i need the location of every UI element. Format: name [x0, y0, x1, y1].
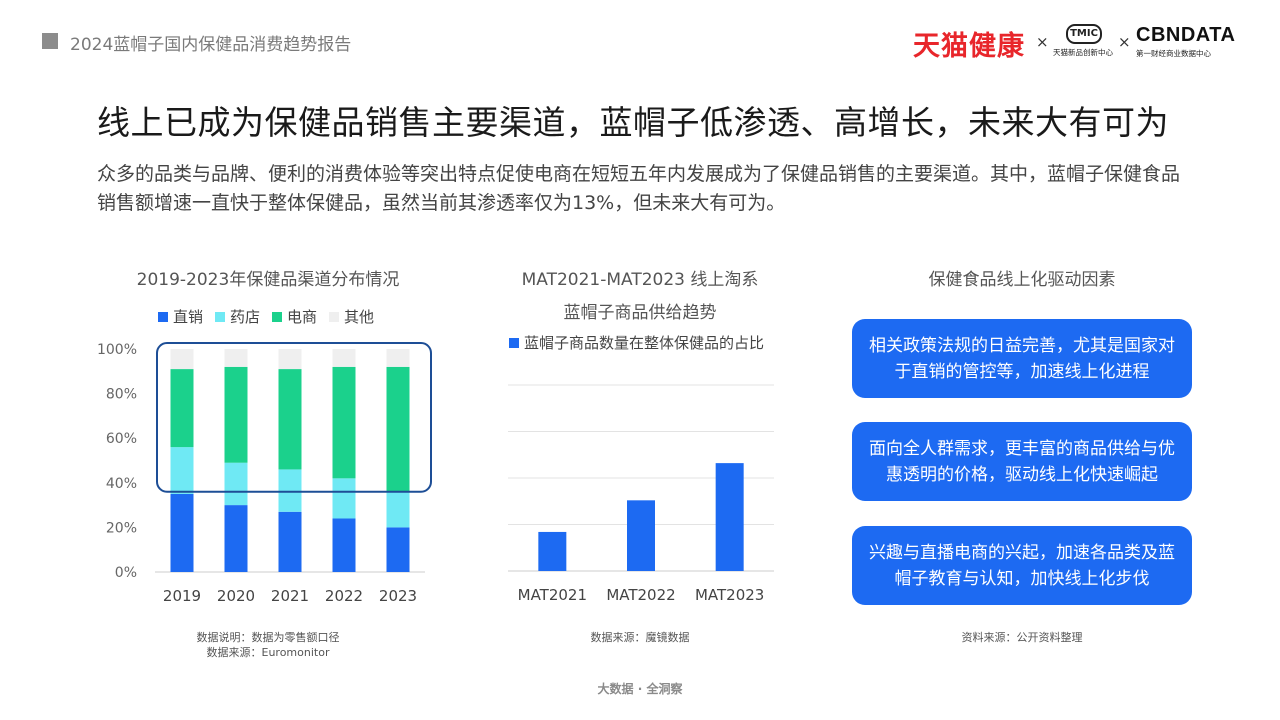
bar-segment — [386, 366, 410, 492]
legend-item: 电商 — [272, 306, 317, 327]
bar-segment — [170, 447, 194, 494]
driver-box-live-commerce: 兴趣与直播电商的兴起，加速各品类及蓝帽子教育与认知，加快线上化步伐 — [852, 526, 1192, 605]
bar-segment — [170, 493, 194, 572]
highlight-box — [156, 342, 432, 493]
x-tick-label: 2019 — [163, 587, 201, 605]
bar-segment — [278, 469, 302, 512]
cbndata-subtitle: 第一财经商业数据中心 — [1136, 49, 1211, 58]
bar-segment — [224, 462, 248, 506]
legend-swatch — [509, 337, 519, 348]
tmic-badge: TMIC — [1066, 24, 1102, 44]
chart2-legend: 蓝帽子商品数量在整体保健品的占比 — [509, 332, 776, 353]
chart1-note-line1: 数据说明：数据为零售额口径 — [196, 631, 340, 644]
chart1-title: 2019-2023年保健品渠道分布情况 — [136, 270, 400, 290]
bar-segment — [386, 349, 410, 367]
x-tick-label: 2020 — [217, 587, 255, 605]
drivers-note: 资料来源：公开资料整理 — [961, 631, 1083, 644]
cbndata-logo: CBNDATA 第一财经商业数据中心 — [1136, 24, 1236, 59]
drivers-title: 保健食品线上化驱动因素 — [928, 270, 1116, 290]
y-tick-label: 60% — [106, 431, 137, 447]
bar-segment — [278, 349, 302, 370]
y-tick-label: 100% — [97, 342, 137, 358]
page-description: 众多的品类与品牌、便利的消费体验等突出特点促使电商在短短五年内发展成为了保健品销… — [97, 163, 1181, 214]
driver-box-policy: 相关政策法规的日益完善，尤其是国家对于直销的管控等，加速线上化进程 — [852, 319, 1192, 398]
x-tick-label: 2023 — [379, 587, 417, 605]
bar-segment — [278, 369, 302, 470]
legend-label: 电商 — [287, 308, 318, 326]
page-title: 线上已成为保健品销售主要渠道，蓝帽子低渗透、高增长，未来大有可为 — [97, 103, 1169, 142]
chart1-note-line2: 数据来源：Euromonitor — [206, 646, 330, 659]
chart1-legend: 直销 药店 电商 其他 — [158, 306, 386, 327]
bar-segment — [278, 511, 302, 572]
y-tick-label: 20% — [106, 520, 137, 536]
legend-label: 药店 — [230, 308, 261, 326]
logo-separator: × — [1118, 33, 1131, 51]
legend-label: 蓝帽子商品数量在整体保健品的占比 — [524, 334, 765, 352]
chart2-note: 数据来源：魔镜数据 — [590, 631, 690, 644]
tmall-health-logo: 天猫健康 — [913, 31, 1025, 62]
bar-segment — [224, 505, 248, 572]
bar-segment — [332, 349, 356, 367]
x-tick-label: MAT2022 — [606, 586, 675, 604]
bar-segment — [332, 366, 356, 479]
legend-item: 蓝帽子商品数量在整体保健品的占比 — [509, 332, 764, 353]
logo-separator: × — [1036, 33, 1049, 51]
bar — [715, 463, 744, 571]
x-tick-label: MAT2021 — [518, 586, 587, 604]
tmic-logo: TMIC 天猫新品创新中心 — [1048, 24, 1118, 60]
report-title: 2024蓝帽子国内保健品消费趋势报告 — [70, 35, 352, 55]
bar — [627, 500, 655, 571]
channel-distribution-chart: 0% 20% 40% 60% 80% 100% 2019 2020 2021 2022 2023 — [97, 342, 432, 605]
bar-segment — [386, 527, 410, 572]
legend-label: 直销 — [173, 308, 204, 326]
legend-swatch — [272, 311, 283, 322]
bar-segment — [332, 518, 356, 572]
cbndata-wordmark: CBNDATA — [1136, 24, 1236, 46]
chart2-title-line2: 蓝帽子商品供给趋势 — [563, 303, 717, 323]
bar — [538, 531, 567, 571]
bar-segment — [224, 366, 248, 463]
driver-box-supply: 面向全人群需求，更丰富的商品供给与优惠透明的价格，驱动线上化快速崛起 — [852, 422, 1192, 501]
x-tick-label: 2022 — [325, 587, 363, 605]
legend-label: 其他 — [344, 308, 375, 326]
tmic-subtitle: 天猫新品创新中心 — [1053, 48, 1113, 57]
y-tick-label: 0% — [115, 565, 137, 581]
header-square-marker — [42, 33, 58, 49]
bar-segment — [224, 349, 248, 367]
y-tick-label: 80% — [106, 387, 137, 403]
bar-segment — [170, 369, 194, 448]
y-tick-label: 40% — [106, 476, 137, 492]
x-tick-label: 2021 — [271, 587, 309, 605]
supply-trend-chart: MAT2021 MAT2022 MAT2023 — [508, 384, 774, 604]
chart1-note: 数据说明：数据为零售额口径 数据来源：Euromonitor — [168, 630, 368, 660]
legend-swatch — [158, 311, 168, 322]
legend-item: 直销 — [158, 306, 203, 327]
chart2-title-line1: MAT2021-MAT2023 线上淘系 — [521, 270, 759, 290]
bar-segment — [332, 478, 356, 519]
x-tick-label: MAT2023 — [695, 586, 764, 604]
legend-swatch — [329, 311, 340, 322]
legend-item: 其他 — [329, 306, 374, 327]
legend-item: 药店 — [215, 306, 260, 327]
bar-segment — [170, 349, 194, 370]
footer-slogan: 大数据 · 全洞察 — [597, 682, 683, 696]
bar-segment — [386, 491, 410, 528]
legend-swatch — [215, 311, 226, 322]
